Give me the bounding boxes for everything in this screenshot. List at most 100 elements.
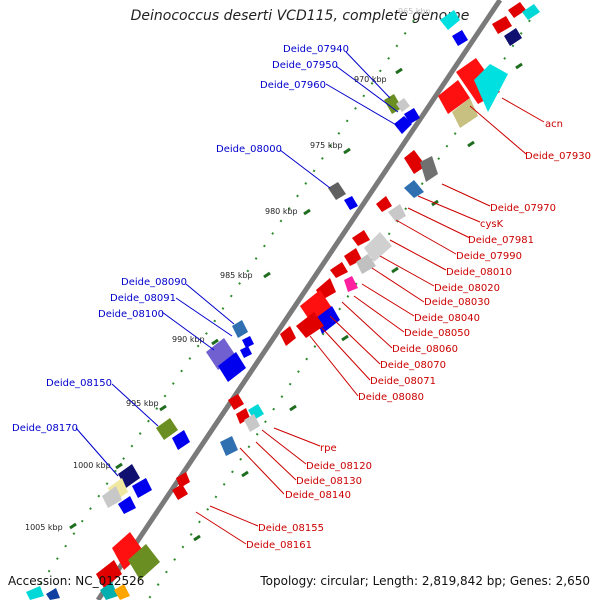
- gene-feature: [352, 230, 370, 246]
- gene-feature: [300, 290, 332, 324]
- scale-label: 985 kbp: [220, 271, 253, 280]
- gene-label: Deide_07981: [468, 235, 534, 246]
- gene-feature: [96, 560, 122, 588]
- gene-label: Deide_08071: [370, 376, 436, 387]
- gene-feature: [452, 30, 468, 46]
- gene-feature: [132, 478, 152, 498]
- right-leader-lines: [195, 97, 545, 545]
- gene-feature: [100, 582, 118, 600]
- gene-feature: [26, 586, 44, 600]
- map-title: Deinococcus deserti VCD115, complete gen…: [130, 8, 470, 24]
- gene-feature: [330, 262, 348, 278]
- genome-summary-text: Topology: circular; Length: 2,819,842 bp…: [260, 574, 590, 588]
- gene-label: Deide_08080: [358, 392, 424, 403]
- gene-feature: [244, 414, 260, 432]
- gene-feature: [128, 544, 160, 580]
- genome-backbone: [95, 0, 503, 600]
- gene-label: Deide_08140: [285, 490, 351, 501]
- gene-label: Deide_07950: [272, 60, 338, 71]
- gene-feature: [404, 180, 424, 198]
- gene-feature: [438, 80, 470, 114]
- gene-feature: [46, 588, 60, 600]
- gene-feature: [492, 16, 512, 34]
- gene-label: rpe: [320, 443, 337, 454]
- gene-label: Deide_08090: [121, 277, 187, 288]
- gene-feature: [504, 28, 522, 46]
- scale-labels: 965 kbp 970 kbp 975 kbp 980 kbp 985 kbp …: [25, 7, 431, 532]
- scale-label: 1005 kbp: [25, 523, 63, 532]
- gene-feature: [404, 150, 426, 174]
- gene-feature: [280, 326, 296, 346]
- forward-strand-genes: [96, 2, 540, 600]
- gene-feature: [206, 338, 236, 370]
- gene-feature: [376, 196, 392, 212]
- gene-label: Deide_07940: [283, 44, 349, 55]
- gene-feature: [118, 496, 136, 514]
- gene-label: Deide_08150: [46, 378, 112, 389]
- gene-feature: [440, 10, 460, 30]
- gene-feature: [384, 94, 402, 114]
- gene-label: Deide_08020: [434, 283, 500, 294]
- scale-label: 965 kbp: [398, 7, 431, 16]
- left-leader-lines: [75, 51, 399, 477]
- gene-feature: [240, 346, 252, 358]
- scale-label: 970 kbp: [354, 75, 387, 84]
- gene-label: Deide_08120: [306, 461, 372, 472]
- gene-label: Deide_07930: [525, 151, 591, 162]
- gene-feature: [228, 394, 244, 410]
- major-ticks: [69, 62, 523, 542]
- gene-label: Deide_08060: [392, 344, 458, 355]
- gene-label: Deide_08010: [446, 267, 512, 278]
- gene-feature: [522, 4, 540, 20]
- gene-label: Deide_08161: [246, 540, 312, 551]
- gene-feature: [344, 196, 358, 210]
- gene-feature: [242, 336, 254, 348]
- gene-feature: [394, 116, 412, 134]
- scale-label: 980 kbp: [265, 207, 298, 216]
- inner-ruler: [29, 19, 415, 600]
- gene-feature: [328, 182, 346, 200]
- gene-feature: [232, 320, 248, 338]
- gene-feature: [420, 156, 438, 182]
- gene-label: Deide_08100: [98, 309, 164, 320]
- gene-feature: [156, 418, 178, 440]
- gene-feature: [344, 276, 358, 292]
- gene-feature: [218, 352, 246, 382]
- scale-label: 1000 kbp: [73, 461, 111, 470]
- gene-label: cysK: [480, 219, 504, 230]
- gene-feature: [172, 484, 188, 500]
- gene-label: Deide_08170: [12, 423, 78, 434]
- gene-feature: [296, 312, 324, 338]
- gene-label: Deide_07990: [456, 251, 522, 262]
- gene-label: acn: [545, 119, 563, 130]
- gene-feature: [356, 254, 376, 274]
- gene-feature: [404, 108, 420, 124]
- gene-label: Deide_07970: [490, 203, 556, 214]
- right-gene-labels: acn Deide_07930 Deide_07970 cysK Deide_0…: [246, 119, 591, 551]
- gene-label: Deide_08030: [424, 297, 490, 308]
- gene-label: Deide_08070: [380, 360, 446, 371]
- gene-label: Deide_08050: [404, 328, 470, 339]
- scale-label: 975 kbp: [310, 141, 343, 150]
- gene-feature: [220, 436, 238, 456]
- gene-label: Deide_08155: [258, 523, 324, 534]
- gene-feature: [112, 532, 144, 570]
- gene-feature: [176, 472, 190, 488]
- accession-text: Accession: NC_012526: [8, 574, 145, 588]
- gene-feature: [474, 64, 508, 112]
- scale-label: 990 kbp: [172, 335, 205, 344]
- gene-label: Deide_07960: [260, 80, 326, 91]
- gene-feature: [452, 98, 478, 128]
- gene-feature: [388, 204, 406, 222]
- gene-feature: [102, 486, 122, 508]
- left-gene-labels: Deide_07940 Deide_07950 Deide_07960 Deid…: [12, 44, 349, 434]
- gene-label: Deide_08130: [296, 476, 362, 487]
- reverse-strand-genes: [26, 10, 468, 600]
- gene-feature: [114, 584, 130, 600]
- gene-feature: [396, 98, 410, 112]
- gene-label: Deide_08000: [216, 144, 282, 155]
- scale-label: 995 kbp: [126, 399, 159, 408]
- gene-label: Deide_08040: [414, 313, 480, 324]
